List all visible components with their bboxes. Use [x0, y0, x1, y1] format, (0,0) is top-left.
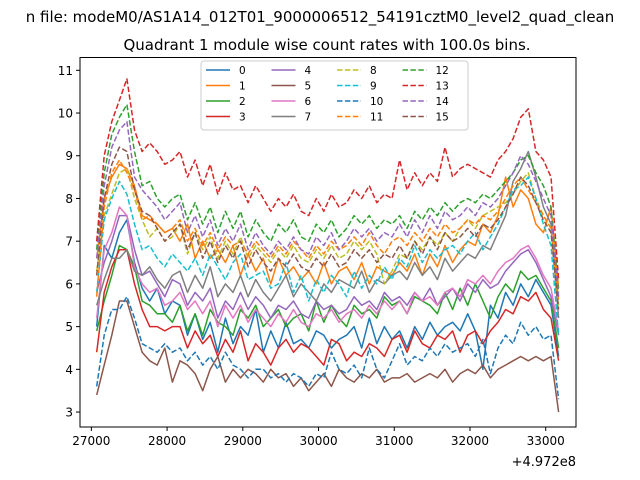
y-axis: 3 4 5 6 7 8 9 10 11 — [58, 64, 80, 420]
figure-suptitle: n file: modeM0/AS1A14_012T01_9000006512_… — [26, 8, 615, 27]
series-layer — [95, 78, 560, 413]
series-line-0 — [95, 219, 560, 371]
legend-label-11: 11 — [370, 112, 383, 124]
series-line-12 — [95, 103, 560, 293]
series-line-4 — [95, 214, 560, 336]
series-line-15 — [95, 146, 560, 310]
y-tick-label-10: 10 — [58, 107, 73, 121]
legend-label-10: 10 — [370, 96, 383, 108]
series-line-1 — [95, 163, 560, 289]
y-tick-label-9: 9 — [65, 149, 73, 163]
series-line-6 — [95, 206, 560, 332]
x-tick-label-27000: 27000 — [72, 434, 110, 448]
legend-label-2: 2 — [239, 96, 246, 108]
legend-label-9: 9 — [370, 81, 377, 93]
x-offset-label: +4.972e8 — [512, 455, 576, 470]
series-line-9 — [95, 176, 560, 336]
legend-label-15: 15 — [436, 112, 449, 124]
legend-label-7: 7 — [305, 112, 312, 124]
legend-label-12: 12 — [436, 65, 449, 77]
y-tick-label-6: 6 — [65, 277, 73, 291]
x-tick-label-28000: 28000 — [148, 434, 186, 448]
y-tick-label-8: 8 — [65, 192, 73, 206]
y-tick-label-7: 7 — [65, 235, 73, 249]
series-line-13 — [95, 78, 560, 280]
series-line-11 — [95, 159, 560, 302]
legend-label-3: 3 — [239, 112, 246, 124]
y-tick-label-11: 11 — [58, 64, 73, 78]
y-tick-label-3: 3 — [65, 406, 73, 420]
x-tick-label-33000: 33000 — [527, 434, 565, 448]
x-tick-label-31000: 31000 — [375, 434, 413, 448]
y-tick-label-5: 5 — [65, 320, 73, 334]
series-line-5 — [95, 300, 560, 413]
y-tick-label-4: 4 — [65, 363, 73, 377]
series-line-10 — [95, 295, 560, 400]
plot-frame — [79, 57, 577, 428]
x-axis: 27000 28000 29000 30000 31000 32000 33000 — [72, 427, 565, 448]
legend-label-8: 8 — [370, 65, 377, 77]
legend-box — [200, 60, 469, 131]
legend-label-1: 1 — [239, 81, 246, 93]
series-line-14 — [95, 120, 560, 297]
legend-label-6: 6 — [305, 96, 312, 108]
legend-label-0: 0 — [239, 65, 246, 77]
x-tick-label-32000: 32000 — [451, 434, 489, 448]
chart-title: Quadrant 1 module wise count rates with … — [123, 36, 530, 54]
legend-label-14: 14 — [436, 96, 450, 108]
legend-label-5: 5 — [305, 81, 312, 93]
x-tick-label-30000: 30000 — [299, 434, 337, 448]
legend-label-4: 4 — [305, 65, 312, 77]
legend-label-13: 13 — [436, 81, 449, 93]
x-tick-label-29000: 29000 — [224, 434, 262, 448]
